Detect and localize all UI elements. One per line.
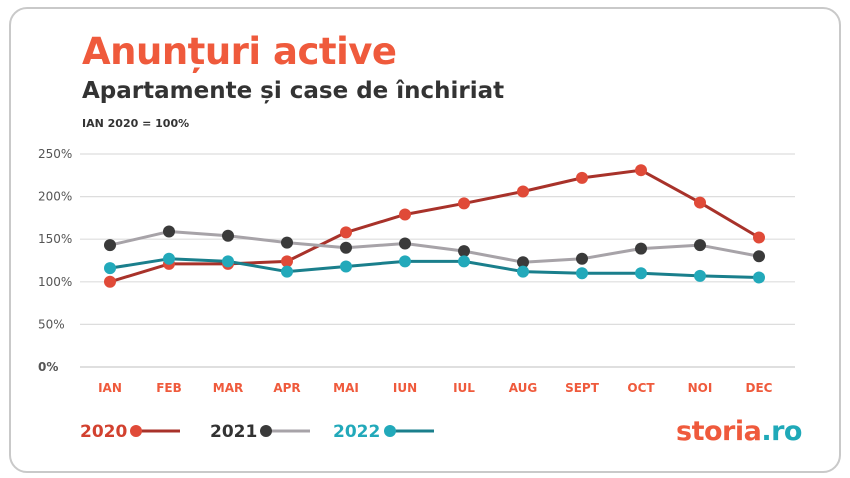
- data-point-2020: [576, 171, 588, 184]
- data-point-2020: [458, 197, 470, 210]
- data-point-2022: [399, 255, 411, 268]
- data-point-2021: [458, 245, 470, 258]
- series-line-2022: [109, 257, 760, 280]
- x-tick-label: SEPT: [565, 381, 600, 395]
- data-point-2022: [576, 267, 588, 280]
- data-point-2020: [281, 255, 293, 268]
- data-point-2022: [694, 269, 706, 282]
- data-point-2022: [163, 252, 175, 265]
- data-point-2021: [222, 229, 234, 242]
- data-point-2021: [163, 225, 175, 238]
- x-tick-label: IUN: [393, 381, 417, 395]
- legend-marker-2021: [260, 425, 272, 437]
- legend-label-2021: 2021: [210, 422, 257, 442]
- x-tick-label: APR: [273, 381, 300, 395]
- series-line-2021: [109, 230, 760, 264]
- logo-suffix: .ro: [761, 416, 802, 447]
- data-point-2022: [222, 255, 234, 268]
- chart-subtitle: Apartamente și case de închiriat: [82, 78, 505, 104]
- data-point-2020: [399, 208, 411, 221]
- data-point-2020: [635, 164, 647, 177]
- legend-marker-2022: [384, 425, 396, 437]
- data-point-2020: [340, 226, 352, 239]
- data-point-2022: [458, 255, 470, 268]
- data-point-2021: [635, 242, 647, 255]
- data-point-2022: [281, 265, 293, 278]
- chart-title: Anunțuri active: [82, 30, 397, 73]
- data-point-2020: [694, 196, 706, 209]
- data-point-2022: [340, 260, 352, 273]
- logo-main: storia: [676, 416, 762, 447]
- x-tick-label: IUL: [453, 381, 475, 395]
- y-tick-label: 250%: [38, 147, 72, 161]
- x-tick-label: NOI: [688, 381, 713, 395]
- x-tick-label: FEB: [156, 381, 182, 395]
- data-point-2020: [517, 185, 529, 198]
- chart-note: IAN 2020 = 100%: [82, 117, 190, 130]
- storia-logo: storia.ro: [676, 416, 802, 447]
- data-point-2021: [340, 241, 352, 254]
- data-point-2020: [104, 275, 116, 288]
- data-point-2021: [753, 250, 765, 263]
- data-point-2021: [517, 256, 529, 269]
- series-line-2020: [109, 168, 760, 284]
- x-tick-label: IAN: [98, 381, 122, 395]
- x-tick-label: DEC: [746, 381, 773, 395]
- data-point-2020: [753, 231, 765, 244]
- data-point-2021: [281, 236, 293, 249]
- legend-label-2020: 2020: [80, 422, 127, 442]
- data-point-2021: [104, 239, 116, 252]
- x-tick-label: OCT: [627, 381, 655, 395]
- x-tick-label: MAI: [333, 381, 359, 395]
- y-tick-label: 50%: [38, 317, 65, 331]
- data-point-2021: [399, 237, 411, 250]
- data-point-2022: [753, 271, 765, 284]
- y-tick-label: 0%: [38, 360, 58, 374]
- y-tick-label: 150%: [38, 232, 72, 246]
- legend-label-2022: 2022: [333, 422, 380, 442]
- y-tick-label: 100%: [38, 275, 72, 289]
- x-tick-label: MAR: [213, 381, 243, 395]
- data-point-2022: [517, 265, 529, 278]
- data-point-2022: [635, 267, 647, 280]
- data-point-2021: [694, 239, 706, 252]
- data-point-2021: [576, 252, 588, 265]
- data-point-2022: [104, 262, 116, 275]
- legend-marker-2020: [130, 425, 142, 437]
- x-tick-label: AUG: [509, 381, 538, 395]
- chart-frame: [9, 7, 841, 473]
- y-tick-label: 200%: [38, 190, 72, 204]
